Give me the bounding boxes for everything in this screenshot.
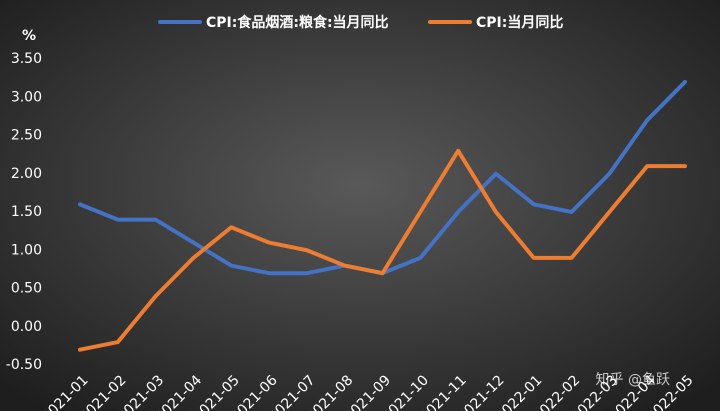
y-tick-label: 0.00 — [11, 319, 42, 335]
y-unit: % — [22, 28, 36, 44]
series-line — [78, 148, 687, 352]
legend-label: CPI:当月同比 — [476, 14, 563, 31]
watermark: 知乎 @鱼跃 — [596, 371, 670, 388]
y-tick-label: 3.50 — [11, 51, 42, 67]
y-tick-label: 3.00 — [11, 89, 42, 105]
y-tick-label: 0.50 — [11, 281, 42, 297]
legend-label: CPI:食品烟酒:粮食:当月同比 — [206, 14, 389, 31]
y-tick-label: 2.50 — [11, 128, 42, 144]
y-tick-label: 2.00 — [11, 166, 42, 182]
y-tick-label: -0.50 — [6, 357, 42, 373]
y-tick-label: 1.00 — [11, 242, 42, 258]
y-tick-label: 1.50 — [11, 204, 42, 220]
